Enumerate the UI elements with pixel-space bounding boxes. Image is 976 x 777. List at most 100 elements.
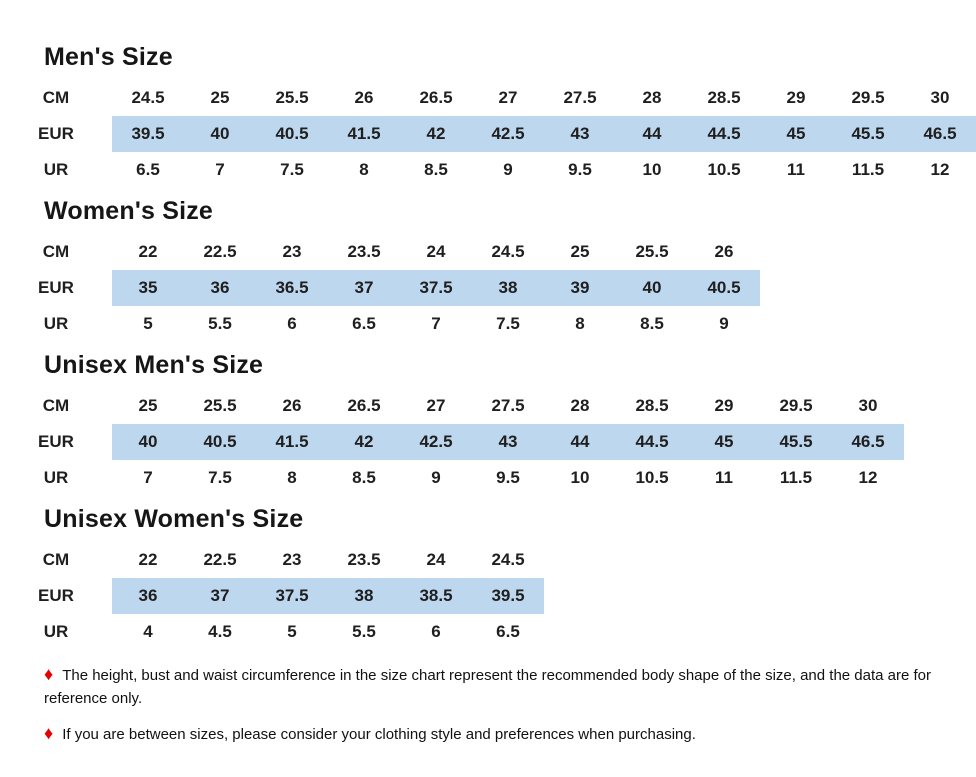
size-value-cell: 28.5	[707, 88, 741, 107]
row-label: UR	[43, 622, 69, 641]
size-value-cell: 29	[714, 396, 734, 415]
size-value-cell: 46.5	[904, 116, 976, 152]
size-value-cell: 22.5	[203, 242, 237, 261]
size-value-cell: 42	[400, 116, 472, 152]
size-value-cell: 27.5	[491, 396, 525, 415]
size-value-cell: 37	[328, 270, 400, 306]
size-value-cell: 10.5	[635, 468, 669, 487]
size-value-cell: 28	[570, 396, 590, 415]
table-row: UR 5 5.5 6 6.5 7 7.5 8 8.5 9	[0, 306, 760, 342]
size-value-cell: 9	[719, 314, 729, 333]
section-title: Men's Size	[44, 43, 173, 71]
row-label: EUR	[38, 278, 74, 297]
size-value-cell: 25	[138, 396, 158, 415]
size-value-cell: 27	[426, 396, 446, 415]
row-label: CM	[42, 88, 70, 107]
size-value-cell: 43	[544, 116, 616, 152]
size-value-cell: 25	[570, 242, 590, 261]
table-row: EUR 36 37 37.5 38 38.5 39.5	[0, 578, 544, 614]
size-value-cell: 22	[138, 242, 158, 261]
row-label: UR	[43, 160, 69, 179]
size-value-cell: 36	[184, 270, 256, 306]
size-value-cell: 27	[498, 88, 518, 107]
size-value-cell: 11	[787, 160, 805, 179]
size-value-cell: 23	[282, 242, 302, 261]
table-row: EUR 35 36 36.5 37 37.5 38 39 40 40.5	[0, 270, 760, 306]
size-value-cell: 5.5	[208, 314, 232, 333]
section-title: Women's Size	[44, 197, 214, 225]
diamond-bullet-icon: ♦	[44, 664, 54, 684]
size-value-cell: 39	[544, 270, 616, 306]
row-label: CM	[42, 242, 70, 261]
size-value-cell: 45	[688, 424, 760, 460]
size-value-cell: 7	[143, 468, 153, 487]
size-value-cell: 6	[287, 314, 297, 333]
size-value-cell: 45	[760, 116, 832, 152]
table-row: EUR 40 40.5 41.5 42 42.5 43 44 44.5 45 45.5 46.5	[0, 424, 904, 460]
size-value-cell: 42.5	[472, 116, 544, 152]
size-value-cell: 11.5	[779, 468, 813, 487]
size-value-cell: 11.5	[851, 160, 885, 179]
footnote: ♦ If you are between sizes, please consid…	[44, 723, 932, 746]
size-value-cell: 22	[138, 550, 158, 569]
size-value-cell: 35	[112, 270, 184, 306]
size-value-cell: 39.5	[472, 578, 544, 614]
size-value-cell: 10	[570, 468, 590, 487]
size-value-cell: 43	[472, 424, 544, 460]
row-label: CM	[42, 550, 70, 569]
size-value-cell: 4	[143, 622, 153, 641]
size-value-cell: 9	[503, 160, 513, 179]
size-value-cell: 30	[858, 396, 878, 415]
womens-size-table: CM 22 22.5 23 23.5 24 24.5 25 25.5 26 EUR 35 36 36.5 3…	[0, 234, 760, 342]
size-value-cell: 10.5	[707, 160, 741, 179]
size-value-cell: 24.5	[491, 242, 525, 261]
size-value-cell: 27.5	[563, 88, 597, 107]
size-value-cell: 23	[282, 550, 302, 569]
mens-size-table: CM 24.5 25 25.5 26 26.5 27 27.5 28 28.5 29 29.5 30 EU…	[0, 80, 976, 188]
size-value-cell: 26.5	[419, 88, 453, 107]
size-value-cell: 6.5	[352, 314, 376, 333]
size-value-cell: 37.5	[256, 578, 328, 614]
size-value-cell: 9.5	[568, 160, 592, 179]
size-value-cell: 23.5	[347, 242, 381, 261]
size-value-cell: 22.5	[203, 550, 237, 569]
size-value-cell: 26	[282, 396, 302, 415]
size-value-cell: 40	[184, 116, 256, 152]
size-value-cell: 9	[431, 468, 441, 487]
size-value-cell: 36.5	[256, 270, 328, 306]
size-value-cell: 4.5	[208, 622, 232, 641]
size-value-cell: 8.5	[640, 314, 664, 333]
section-title: Unisex Women's Size	[44, 505, 304, 533]
size-value-cell: 44.5	[616, 424, 688, 460]
size-value-cell: 5.5	[352, 622, 376, 641]
size-value-cell: 25.5	[635, 242, 669, 261]
table-row: UR 6.5 7 7.5 8 8.5 9 9.5 10 10.5 11 11.5 12	[0, 152, 976, 188]
size-value-cell: 8	[287, 468, 297, 487]
size-value-cell: 28.5	[635, 396, 669, 415]
diamond-bullet-icon: ♦	[44, 723, 54, 743]
table-row: CM 24.5 25 25.5 26 26.5 27 27.5 28 28.5 29 29.5 30	[0, 80, 976, 116]
size-value-cell: 8.5	[424, 160, 448, 179]
size-value-cell: 9.5	[496, 468, 520, 487]
table-row: CM 22 22.5 23 23.5 24 24.5 25 25.5 26	[0, 234, 760, 270]
size-value-cell: 24	[426, 242, 446, 261]
size-value-cell: 24.5	[491, 550, 525, 569]
size-value-cell: 25	[210, 88, 230, 107]
size-value-cell: 38	[472, 270, 544, 306]
row-label: EUR	[38, 124, 74, 143]
section-unisex-womens-size: Unisex Women's Size CM 22 22.5 23 23.5 24 24.5…	[0, 504, 976, 650]
size-value-cell: 7.5	[208, 468, 232, 487]
size-value-cell: 29.5	[851, 88, 885, 107]
size-value-cell: 7	[215, 160, 225, 179]
size-value-cell: 40.5	[184, 424, 256, 460]
size-value-cell: 24.5	[131, 88, 165, 107]
size-value-cell: 41.5	[256, 424, 328, 460]
footnotes: ♦ The height, bust and waist circumferenc…	[44, 664, 932, 746]
size-value-cell: 41.5	[328, 116, 400, 152]
footnote: ♦ The height, bust and waist circumferenc…	[44, 664, 932, 710]
size-value-cell: 12	[930, 160, 950, 179]
unisex-mens-size-table: CM 25 25.5 26 26.5 27 27.5 28 28.5 29 29.5 30 EUR 40 4…	[0, 388, 904, 496]
table-row: UR 4 4.5 5 5.5 6 6.5	[0, 614, 544, 650]
size-value-cell: 8	[575, 314, 585, 333]
